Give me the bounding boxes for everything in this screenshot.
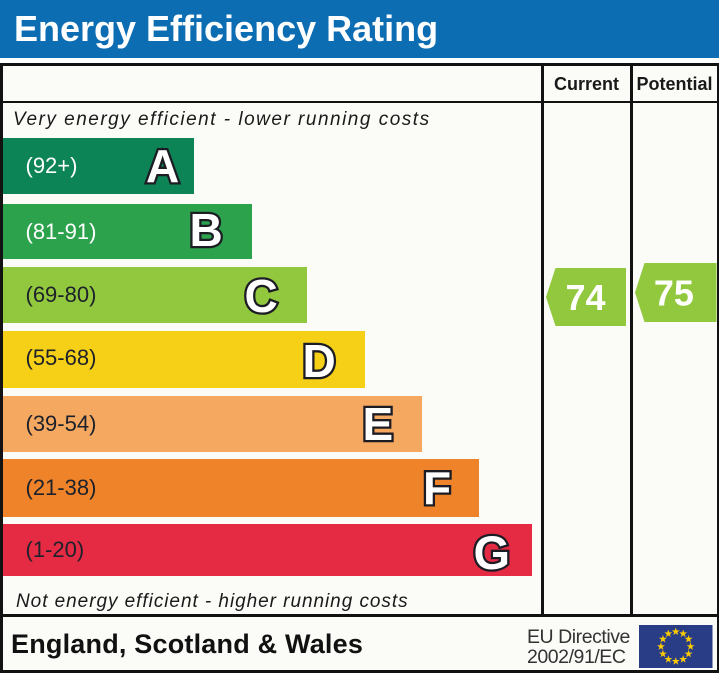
- svg-text:75: 75: [653, 273, 693, 314]
- svg-text:74: 74: [565, 277, 605, 318]
